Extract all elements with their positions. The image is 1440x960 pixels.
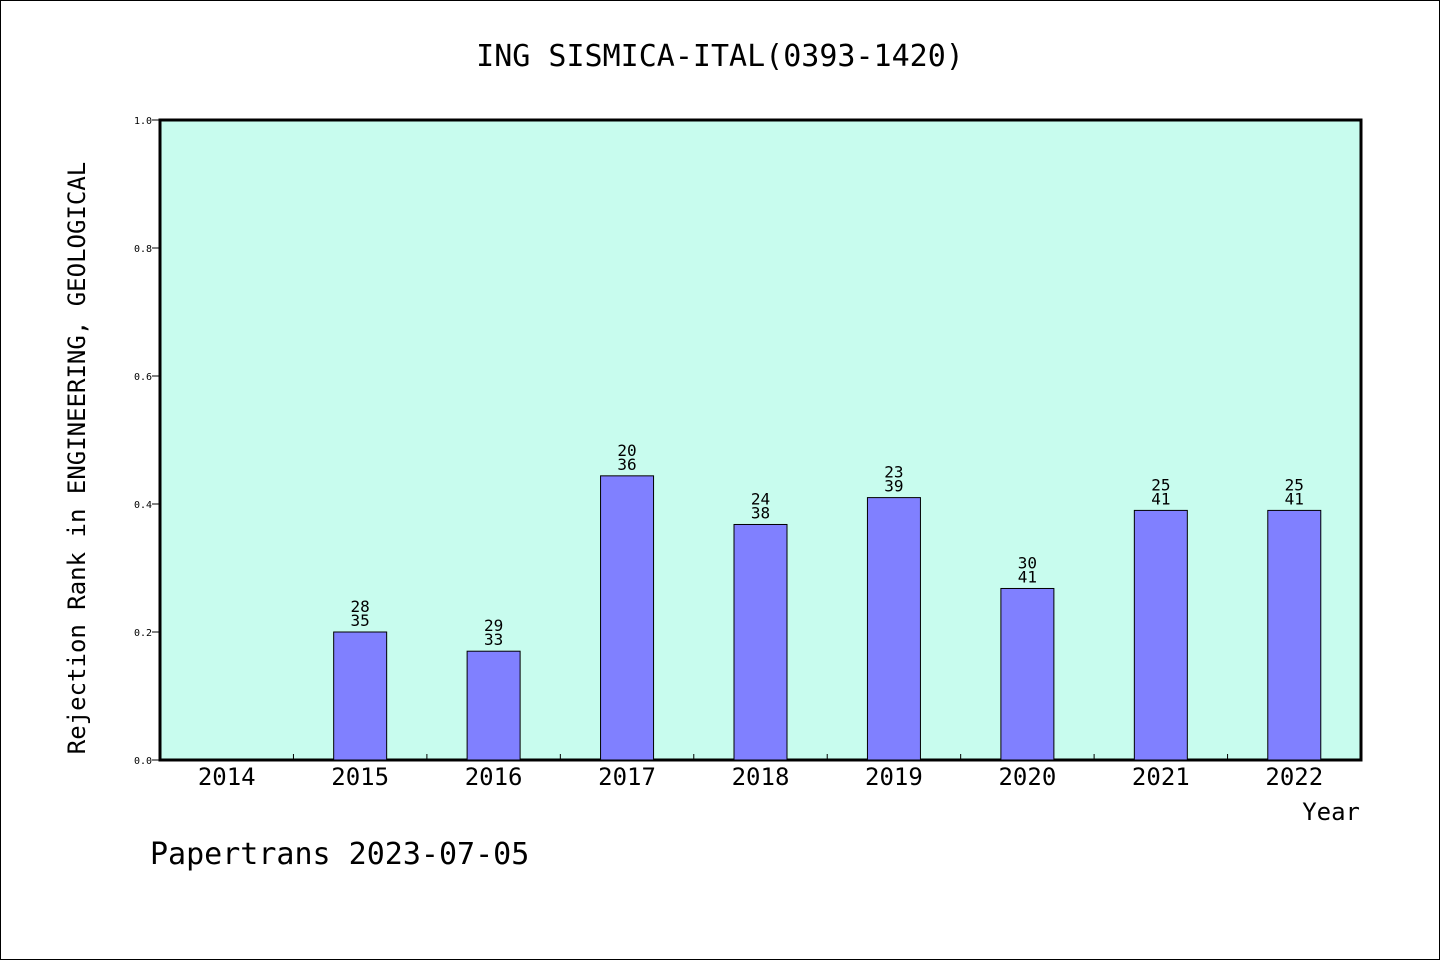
bar-2019 bbox=[866, 497, 921, 761]
bar-label-bottom: 35 bbox=[351, 611, 370, 630]
bar-2021 bbox=[1133, 509, 1188, 761]
bar-label-bottom: 38 bbox=[751, 503, 770, 522]
bar-label-bottom: 41 bbox=[1151, 489, 1170, 508]
bar-2015 bbox=[333, 631, 388, 761]
x-tick-label: 2015 bbox=[331, 763, 389, 791]
x-tick-label: 2018 bbox=[732, 763, 790, 791]
bar-label-top: 23 bbox=[884, 463, 903, 482]
bar-label-top: 25 bbox=[1285, 475, 1304, 494]
bar-2017 bbox=[600, 475, 655, 761]
bar-label-bottom: 41 bbox=[1018, 567, 1037, 586]
x-tick-label: 2017 bbox=[598, 763, 656, 791]
x-axis-label: Year bbox=[1302, 798, 1360, 826]
bar-2022 bbox=[1267, 509, 1322, 761]
x-tick-label: 2020 bbox=[998, 763, 1056, 791]
y-tick-label: 0.4 bbox=[134, 500, 152, 511]
y-tick-label: 0.2 bbox=[134, 628, 152, 639]
bar-2016 bbox=[466, 650, 521, 761]
x-tick-label: 2014 bbox=[198, 763, 256, 791]
y-tick-label: 0.0 bbox=[134, 756, 152, 767]
x-tick-label: 2016 bbox=[465, 763, 523, 791]
bar-label-bottom: 33 bbox=[484, 630, 503, 649]
x-tick-label: 2019 bbox=[865, 763, 923, 791]
bar-label-top: 24 bbox=[751, 489, 770, 508]
bar-label-top: 29 bbox=[484, 616, 503, 635]
footer-text: Papertrans 2023-07-05 bbox=[150, 837, 529, 872]
bar-label-bottom: 36 bbox=[617, 455, 636, 474]
bar-label-top: 20 bbox=[617, 441, 636, 460]
bar-2018 bbox=[733, 523, 788, 761]
y-tick-label: 0.8 bbox=[134, 244, 152, 255]
bar-label-top: 28 bbox=[351, 597, 370, 616]
bar-label-bottom: 39 bbox=[884, 477, 903, 496]
bar-2020 bbox=[1000, 587, 1055, 761]
bar-label-bottom: 41 bbox=[1285, 489, 1304, 508]
y-tick-label: 0.6 bbox=[134, 372, 152, 383]
y-axis-label: Rejection Rank in ENGINEERING, GEOLOGICA… bbox=[63, 162, 91, 754]
bar-label-top: 30 bbox=[1018, 553, 1037, 572]
bar-label-top: 25 bbox=[1151, 475, 1170, 494]
y-tick-label: 1.0 bbox=[134, 116, 152, 127]
bars bbox=[333, 475, 1322, 761]
x-axis: 2014 2015 2016 2017 2018 2019 2020 2021 2022 bbox=[198, 754, 1323, 791]
y-axis: 0.0 0.2 0.4 0.6 0.8 1.0 bbox=[134, 116, 160, 767]
x-tick-label: 2021 bbox=[1132, 763, 1190, 791]
chart-title: ING SISMICA-ITAL(0393-1420) bbox=[476, 39, 964, 74]
x-tick-label: 2022 bbox=[1265, 763, 1323, 791]
